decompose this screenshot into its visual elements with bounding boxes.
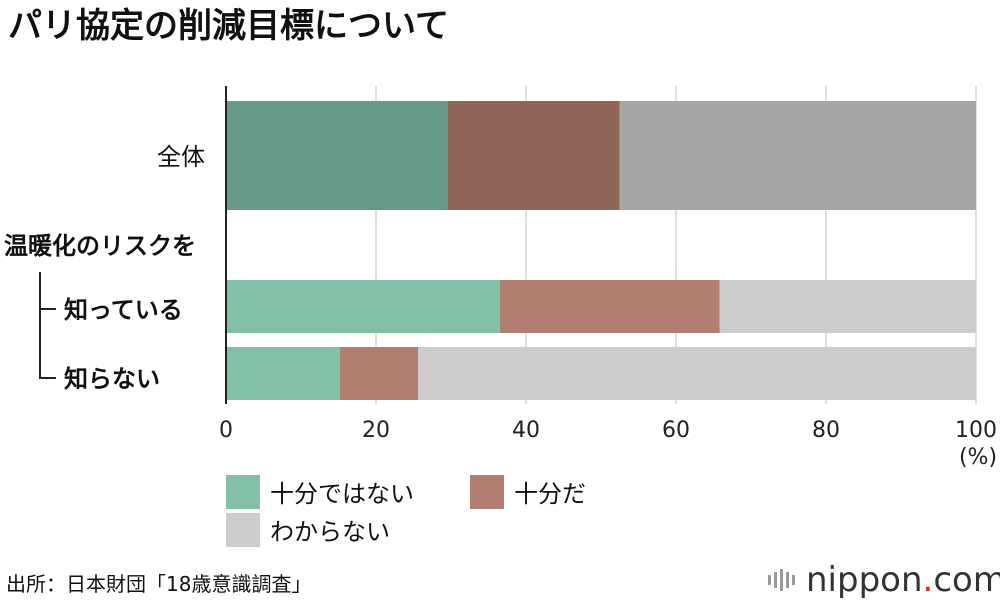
- legend-swatch-unknown: [226, 512, 260, 547]
- legend-item-unknown: わからない: [226, 512, 390, 547]
- x-tick-label: 100: [955, 418, 997, 443]
- source-note: 出所：日本財団「18歳意識調査」: [6, 572, 312, 596]
- x-axis: 0 20 40 60 80 100(%): [219, 86, 997, 470]
- bar-unknown: [418, 347, 976, 400]
- group-label: 温暖化のリスクを: [4, 232, 196, 260]
- x-tick-label: 20: [362, 418, 390, 443]
- bar-insufficient: [226, 280, 500, 333]
- x-unit-label: (%): [959, 445, 997, 470]
- category-label-aware: 知っている: [64, 296, 183, 324]
- group-bracket: [39, 272, 56, 379]
- x-tick-label: 60: [662, 418, 690, 443]
- legend-swatch-insufficient: [226, 474, 260, 509]
- legend-item-sufficient: 十分だ: [470, 474, 586, 509]
- bar-unknown: [619, 101, 976, 210]
- bar-insufficient: [226, 347, 340, 400]
- x-tick-label: 0: [219, 418, 233, 443]
- bar-unknown: [719, 280, 976, 333]
- x-tick-label: 80: [812, 418, 840, 443]
- brand-bars-icon: [768, 569, 798, 591]
- x-tick-label: 40: [512, 418, 540, 443]
- legend-item-insufficient: 十分ではない: [226, 474, 414, 509]
- bars: [226, 101, 976, 400]
- bar-sufficient: [340, 347, 418, 400]
- category-label-overall: 全体: [157, 143, 205, 171]
- category-label-unaware: 知らない: [64, 365, 160, 393]
- brand-logo: nippon.com: [768, 560, 1000, 600]
- brand-text: nippon.com: [806, 560, 1000, 600]
- chart-title: パリ協定の削減目標について: [8, 6, 449, 46]
- legend-label-insufficient: 十分ではない: [270, 480, 414, 508]
- bar-sufficient: [499, 280, 720, 333]
- legend-swatch-sufficient: [470, 474, 504, 509]
- legend-label-unknown: わからない: [270, 518, 390, 546]
- bar-insufficient: [226, 101, 448, 210]
- legend-label-sufficient: 十分だ: [514, 480, 586, 508]
- bar-sufficient: [447, 101, 620, 210]
